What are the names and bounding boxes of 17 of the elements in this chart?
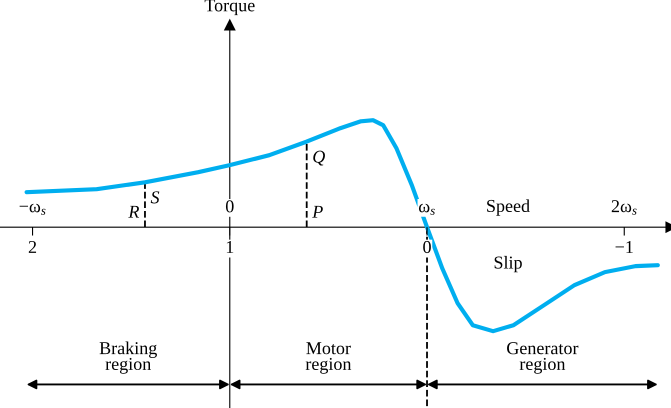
x2-tick-label: ω$_{s}$: [418, 204, 435, 215]
text: Generator region: [507, 342, 578, 374]
x-tick-label: 0: [423, 240, 431, 254]
x-axis-title: Slip: [494, 256, 522, 272]
x-tick-label: 2: [28, 240, 36, 253]
x2-tick-label: 2ω$_{s}$: [612, 200, 637, 215]
x-tick-label: −1: [616, 241, 633, 253]
x2-axis-title: Speed: [487, 199, 530, 216]
annotation: R: [128, 206, 140, 218]
annotation: Q: [313, 150, 325, 166]
x2-tick-label: −ω$_{s}$: [20, 204, 46, 215]
text: Braking region: [100, 342, 157, 374]
x-tick-label: 1: [226, 241, 234, 253]
annotation: S: [150, 191, 160, 204]
annotation: P: [312, 206, 323, 218]
text: Motor region: [306, 342, 352, 374]
x2-tick-label: 0: [226, 200, 234, 212]
